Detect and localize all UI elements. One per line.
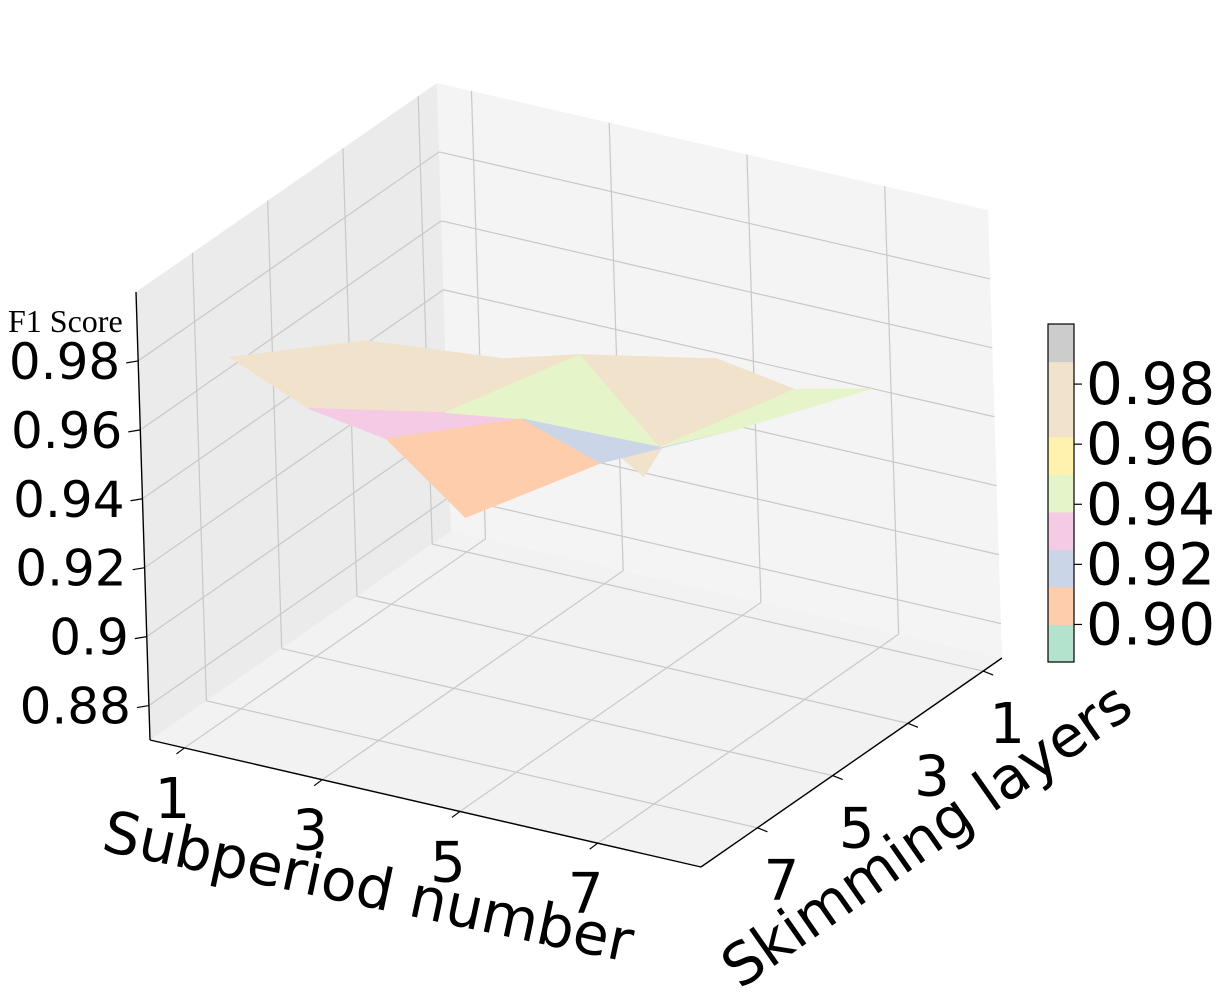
grid-line (439, 151, 991, 280)
x-tick-mark (451, 810, 461, 818)
colorbar-tick-label: 0.92 (1086, 530, 1215, 598)
z-tick-label: 0.98 (9, 333, 120, 391)
grid-line (608, 122, 624, 571)
grid-line (191, 252, 208, 701)
y-tick-label: 5 (839, 797, 875, 862)
grid-line (443, 289, 995, 418)
y-tick-label: 3 (914, 744, 950, 809)
colorbar-band (1048, 474, 1074, 513)
grid-line (139, 220, 442, 431)
y-tick-label: 7 (764, 849, 800, 914)
grid-line (432, 543, 984, 672)
colorbar-band (1048, 361, 1074, 400)
grid-line (321, 570, 624, 781)
colorbar-tick-label: 0.90 (1086, 590, 1215, 658)
z-tick-mark (126, 360, 139, 364)
y-tick-mark (982, 670, 994, 676)
grid-line (281, 647, 833, 777)
z-tick-label: 0.96 (11, 402, 122, 460)
colorbar-band (1048, 399, 1074, 438)
x-tick-mark (589, 842, 599, 850)
x-tick-label: 5 (430, 830, 466, 895)
z-axis-line (135, 291, 151, 741)
grid-line (356, 595, 909, 724)
axis-panes (136, 83, 1002, 867)
colorbar-band (1048, 549, 1074, 588)
grid-line (449, 495, 1002, 625)
x-tick-label: 3 (292, 799, 328, 864)
axis-lines (135, 291, 1003, 868)
z-tick-mark (130, 498, 143, 502)
y-tick-mark (757, 827, 768, 833)
colorbar-band (1048, 511, 1074, 550)
colorbar-band (1048, 436, 1074, 475)
x-tick-mark (176, 747, 185, 755)
x-axis-line (149, 739, 702, 868)
colorbar-frame (1047, 323, 1075, 663)
colorbar-band (1048, 586, 1074, 626)
colorbar-band (1048, 624, 1074, 663)
grid-line (459, 601, 762, 812)
z-tick-label: 0.9 (49, 609, 129, 667)
x-tick-mark (313, 779, 323, 787)
grid-line (184, 538, 486, 749)
colorbar-band (1048, 324, 1074, 363)
z-tick-label: 0.94 (13, 471, 124, 529)
z-tick-mark (136, 704, 150, 709)
z-tick-mark (134, 636, 147, 640)
z-tick-label: 0.92 (15, 540, 126, 598)
colorbar: 0.900.920.940.960.98 (1047, 323, 1215, 663)
grid-line (206, 700, 758, 829)
grid-line (146, 427, 449, 638)
colorbar-tick-label: 0.98 (1086, 350, 1215, 418)
z-axis-label: F1 Score (8, 303, 123, 339)
y-tick-mark (907, 722, 919, 728)
z-tick-mark (128, 429, 141, 433)
grid-line (884, 186, 900, 635)
floor-pane (150, 531, 1002, 867)
y-tick-mark (832, 775, 843, 781)
surface-plot (228, 340, 872, 518)
grid-line (441, 220, 993, 349)
grid-line (597, 633, 900, 844)
y-axis-line (700, 657, 1003, 868)
y-tick-label: 1 (989, 692, 1025, 757)
surface-patch (659, 388, 872, 448)
z-tick-mark (132, 567, 145, 571)
x-tick-label: 1 (155, 767, 191, 832)
colorbar-tick-label: 0.94 (1086, 470, 1215, 538)
grid-line (148, 496, 451, 707)
grid-lines (137, 90, 1002, 844)
grid-line (137, 151, 440, 362)
x-tick-label: 7 (568, 862, 604, 927)
colorbar-tick-label: 0.96 (1086, 410, 1215, 478)
grid-line (267, 200, 283, 649)
left-pane (136, 83, 451, 740)
z-tick-label: 0.88 (20, 678, 131, 736)
